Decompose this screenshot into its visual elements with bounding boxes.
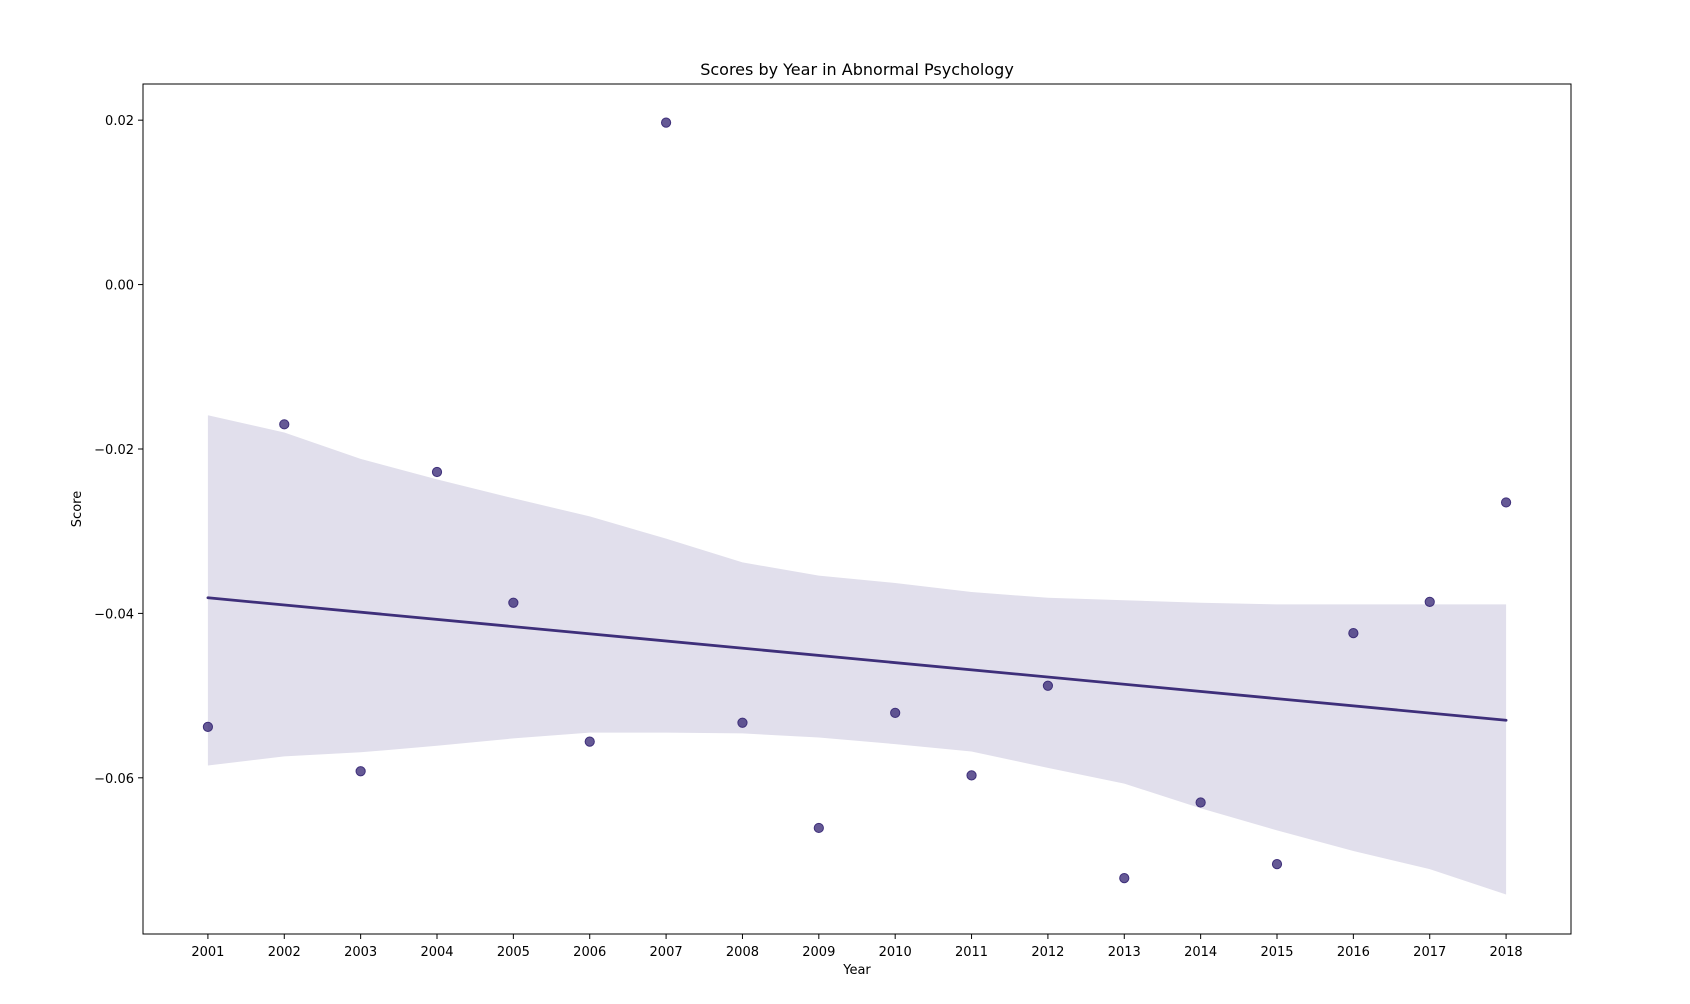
x-tick-label: 2006 [573, 945, 606, 960]
x-tick-label: 2012 [1031, 945, 1064, 960]
scatter-point [814, 823, 823, 832]
x-tick-label: 2001 [191, 945, 224, 960]
scatter-point [1501, 498, 1510, 507]
x-tick-label: 2002 [268, 945, 301, 960]
y-tick-label: 0.00 [105, 279, 134, 294]
scatter-point [1349, 629, 1358, 638]
x-tick-label: 2004 [420, 945, 453, 960]
scatter-point [661, 118, 670, 127]
x-tick-label: 2014 [1184, 945, 1217, 960]
x-tick-label: 2018 [1490, 945, 1523, 960]
scatter-point [356, 767, 365, 776]
x-tick-label: 2010 [879, 945, 912, 960]
scatter-point [1196, 798, 1205, 807]
x-tick-label: 2005 [497, 945, 530, 960]
scatter-point [738, 718, 747, 727]
x-tick-label: 2015 [1260, 945, 1293, 960]
scatter-point [967, 771, 976, 780]
y-tick-label: −0.06 [94, 772, 134, 787]
y-axis-label: Score [70, 491, 85, 527]
x-tick-label: 2008 [726, 945, 759, 960]
x-tick-label: 2013 [1108, 945, 1141, 960]
x-tick-label: 2011 [955, 945, 988, 960]
x-axis-label: Year [842, 963, 871, 978]
scatter-point [891, 708, 900, 717]
y-tick-label: −0.04 [94, 607, 134, 622]
scatter-point [1425, 597, 1434, 606]
x-tick-label: 2003 [344, 945, 377, 960]
y-tick-label: 0.02 [105, 114, 134, 129]
scatter-point [1272, 860, 1281, 869]
scatter-point [1120, 874, 1129, 883]
x-tick-label: 2017 [1413, 945, 1446, 960]
scatter-point [432, 467, 441, 476]
x-tick-label: 2016 [1337, 945, 1370, 960]
x-tick-label: 2007 [650, 945, 683, 960]
scatter-point [203, 722, 212, 731]
scatter-point [1043, 681, 1052, 690]
scatter-point [280, 420, 289, 429]
x-tick-label: 2009 [802, 945, 835, 960]
scatter-point [585, 737, 594, 746]
y-tick-label: −0.02 [94, 443, 134, 458]
scatter-point [509, 598, 518, 607]
chart-title: Scores by Year in Abnormal Psychology [700, 60, 1014, 79]
